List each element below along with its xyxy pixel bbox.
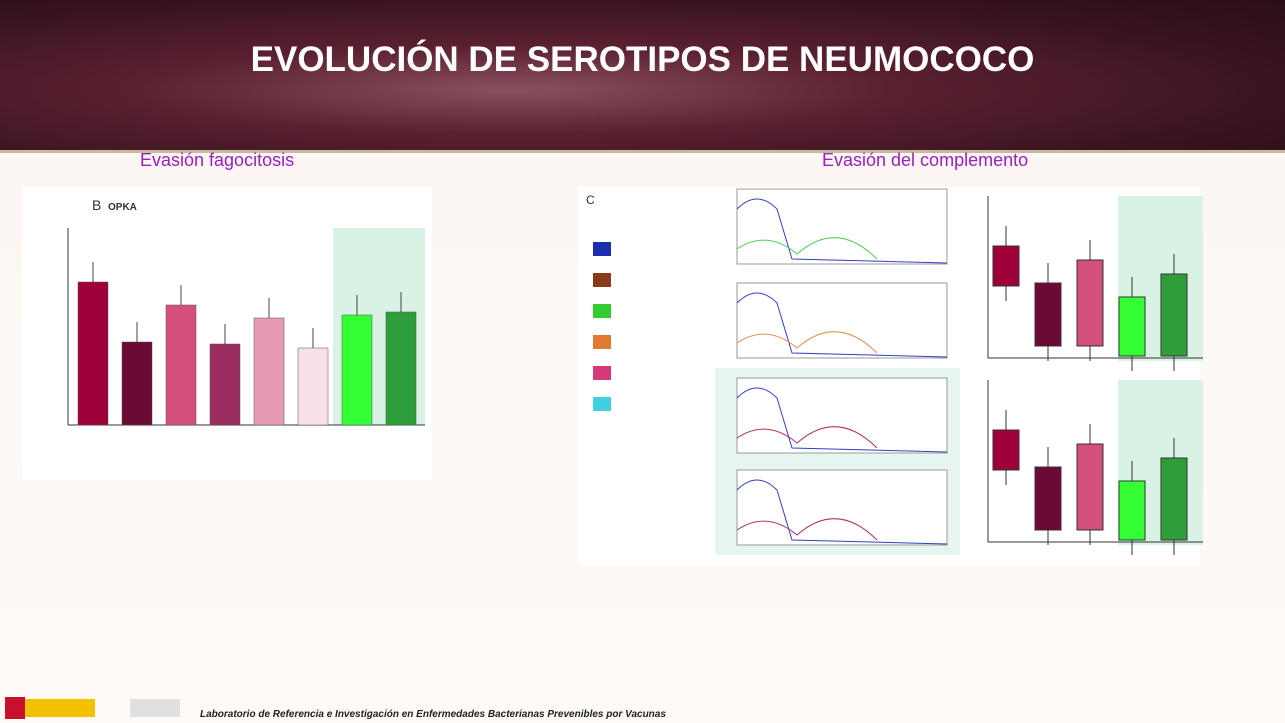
bar: [298, 348, 328, 425]
box: [1119, 297, 1145, 356]
box: [1119, 481, 1145, 540]
box: [1077, 444, 1103, 530]
curve-panel: [737, 283, 947, 358]
bar: [342, 315, 372, 425]
box: [993, 430, 1019, 470]
bar: [254, 318, 284, 425]
figure-c-curves: [715, 189, 960, 555]
figures: B OPKA C: [0, 0, 1285, 723]
box: [1161, 458, 1187, 540]
box: [993, 246, 1019, 286]
bar: [78, 282, 108, 425]
legend-swatch: [593, 366, 611, 380]
figure-title: OPKA: [108, 202, 137, 213]
curve-panel: [737, 378, 947, 453]
bar: [386, 312, 416, 425]
bar: [210, 344, 240, 425]
logo: [5, 697, 25, 719]
slide: EVOLUCIÓN DE SEROTIPOS DE NEUMOCOCO Evas…: [0, 0, 1285, 723]
box: [1035, 467, 1061, 530]
logo: [130, 699, 180, 717]
curve-panel: [737, 189, 947, 264]
box: [1161, 274, 1187, 356]
box: [1035, 283, 1061, 346]
figure-letter: B: [92, 197, 101, 213]
legend-swatch: [593, 304, 611, 318]
legend-swatch: [593, 397, 611, 411]
footer-text: Laboratorio de Referencia e Investigació…: [200, 709, 666, 720]
bar: [166, 305, 196, 425]
legend-swatch: [593, 335, 611, 349]
legend-swatch: [593, 273, 611, 287]
legend-swatch: [593, 242, 611, 256]
figure-letter: C: [586, 193, 595, 207]
box: [1077, 260, 1103, 346]
curve-panel: [737, 470, 947, 545]
logo: [25, 699, 95, 717]
bar: [122, 342, 152, 425]
